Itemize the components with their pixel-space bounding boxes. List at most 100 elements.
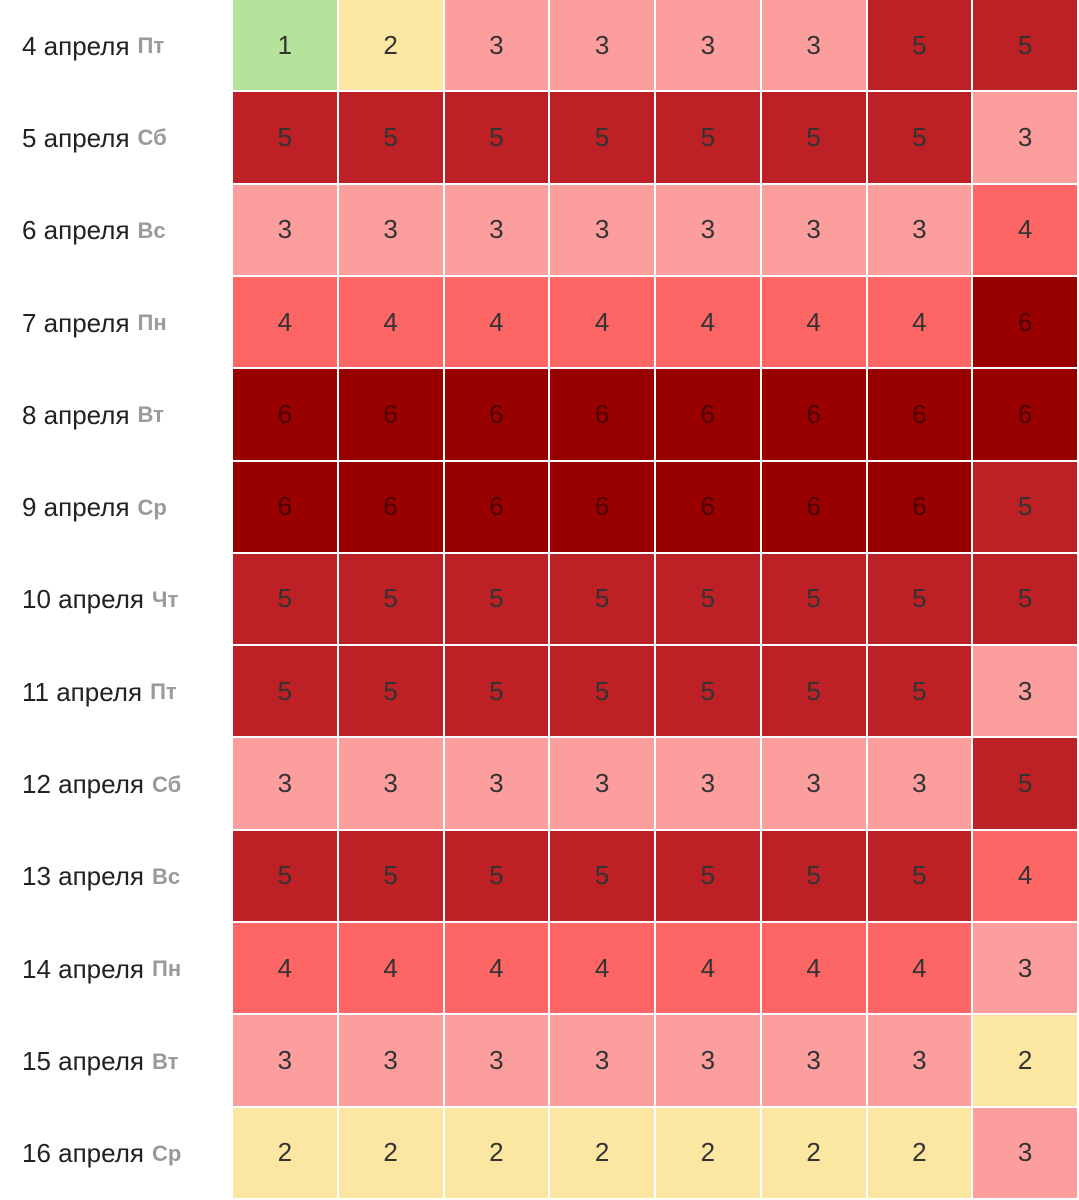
value-cell: 3 [338,1015,445,1108]
value-cell: 4 [761,923,868,1016]
date: 9 апреля [22,492,130,523]
value-cell: 6 [656,369,762,462]
weekday: Ср [137,494,167,520]
value-cell: 4 [338,923,445,1016]
value-cell: 4 [656,923,762,1016]
value-cell: 5 [973,553,1079,647]
value-cell: 6 [867,369,974,462]
row-label: 13 апреля Вс [0,831,233,923]
value-cell: 4 [656,276,762,370]
value-cell: 6 [233,369,339,462]
value-cell: 4 [761,276,868,370]
value-cell: 5 [973,461,1079,554]
date: 15 апреля [22,1046,144,1077]
value-cell: 5 [867,830,974,924]
value-cell: 2 [444,1107,551,1200]
value-cell: 2 [338,1107,445,1200]
value-cell: 5 [233,830,339,924]
row-label: 12 апреля Сб [0,738,233,830]
value-cell: 3 [761,184,868,277]
value-cell: 3 [867,1015,974,1108]
date: 8 апреля [22,399,130,430]
value-cell: 3 [338,184,445,277]
value-cell: 4 [338,276,445,370]
value-cell: 6 [761,369,868,462]
row-label: 11 апреля Пт [0,646,233,738]
date: 12 апреля [22,769,144,800]
value-cell: 3 [973,923,1079,1016]
value-cell: 3 [233,1015,339,1108]
value-cell: 3 [444,738,551,831]
weekday: Пн [137,310,167,336]
weekday: Сб [152,771,182,797]
row-label: 14 апреля Пн [0,923,233,1015]
value-cell: 3 [550,0,656,93]
value-cell: 5 [444,92,551,185]
value-cell: 6 [444,461,551,554]
value-cell: 5 [233,553,339,647]
value-cell: 5 [550,646,656,739]
row-label: 15 апреля Вт [0,1015,233,1107]
weekday: Пт [137,33,165,59]
value-cell: 3 [233,738,339,831]
weekday: Пн [152,956,182,982]
date: 11 апреля [22,676,143,707]
value-cell: 5 [867,553,974,647]
value-cell: 3 [550,738,656,831]
value-cell: 5 [761,92,868,185]
value-cell: 3 [444,184,551,277]
value-cell: 6 [338,369,445,462]
value-cell: 6 [761,461,868,554]
date: 7 апреля [22,307,130,338]
weekday: Чт [152,586,179,612]
value-cell: 5 [338,92,445,185]
value-cell: 3 [973,646,1079,739]
value-cell: 4 [973,830,1079,924]
value-cell: 3 [761,738,868,831]
value-cell: 5 [867,0,974,93]
weekday: Пт [150,679,177,705]
value-cell: 5 [233,646,339,739]
weekday: Вт [152,1048,179,1074]
row-label: 16 апреля Ср [0,1108,233,1200]
row-label: 4 апреля Пт [0,0,233,92]
value-cell: 6 [550,369,656,462]
value-cell: 5 [656,830,762,924]
date: 14 апреля [22,953,144,984]
value-cell: 6 [973,369,1079,462]
value-cell: 6 [550,461,656,554]
value-cell: 3 [444,0,551,93]
value-cell: 5 [550,830,656,924]
date: 6 апреля [22,215,130,246]
weekday: Вт [137,402,164,428]
date: 13 апреля [22,861,144,892]
value-cell: 2 [233,1107,339,1200]
value-cell: 5 [973,738,1079,831]
value-cell: 2 [973,1015,1079,1108]
value-cell: 3 [656,1015,762,1108]
weekday: Вс [152,863,181,889]
value-cell: 3 [656,738,762,831]
value-cell: 4 [444,276,551,370]
value-cell: 3 [550,184,656,277]
value-cell: 3 [973,1107,1079,1200]
value-cell: 6 [338,461,445,554]
value-cell: 2 [550,1107,656,1200]
value-cell: 6 [867,461,974,554]
row-label: 8 апреля Вт [0,369,233,461]
value-cell: 4 [867,276,974,370]
value-cell: 5 [656,553,762,647]
date: 16 апреля [22,1138,144,1169]
value-cell: 4 [233,276,339,370]
value-cell: 3 [444,1015,551,1108]
weekday: Ср [152,1140,182,1166]
value-cell: 5 [444,553,551,647]
row-label: 9 апреля Ср [0,462,233,554]
row-label: 6 апреля Вс [0,185,233,277]
value-cell: 3 [867,738,974,831]
value-cell: 4 [444,923,551,1016]
value-cell: 5 [550,553,656,647]
value-cell: 3 [761,0,868,93]
value-cell: 4 [233,923,339,1016]
